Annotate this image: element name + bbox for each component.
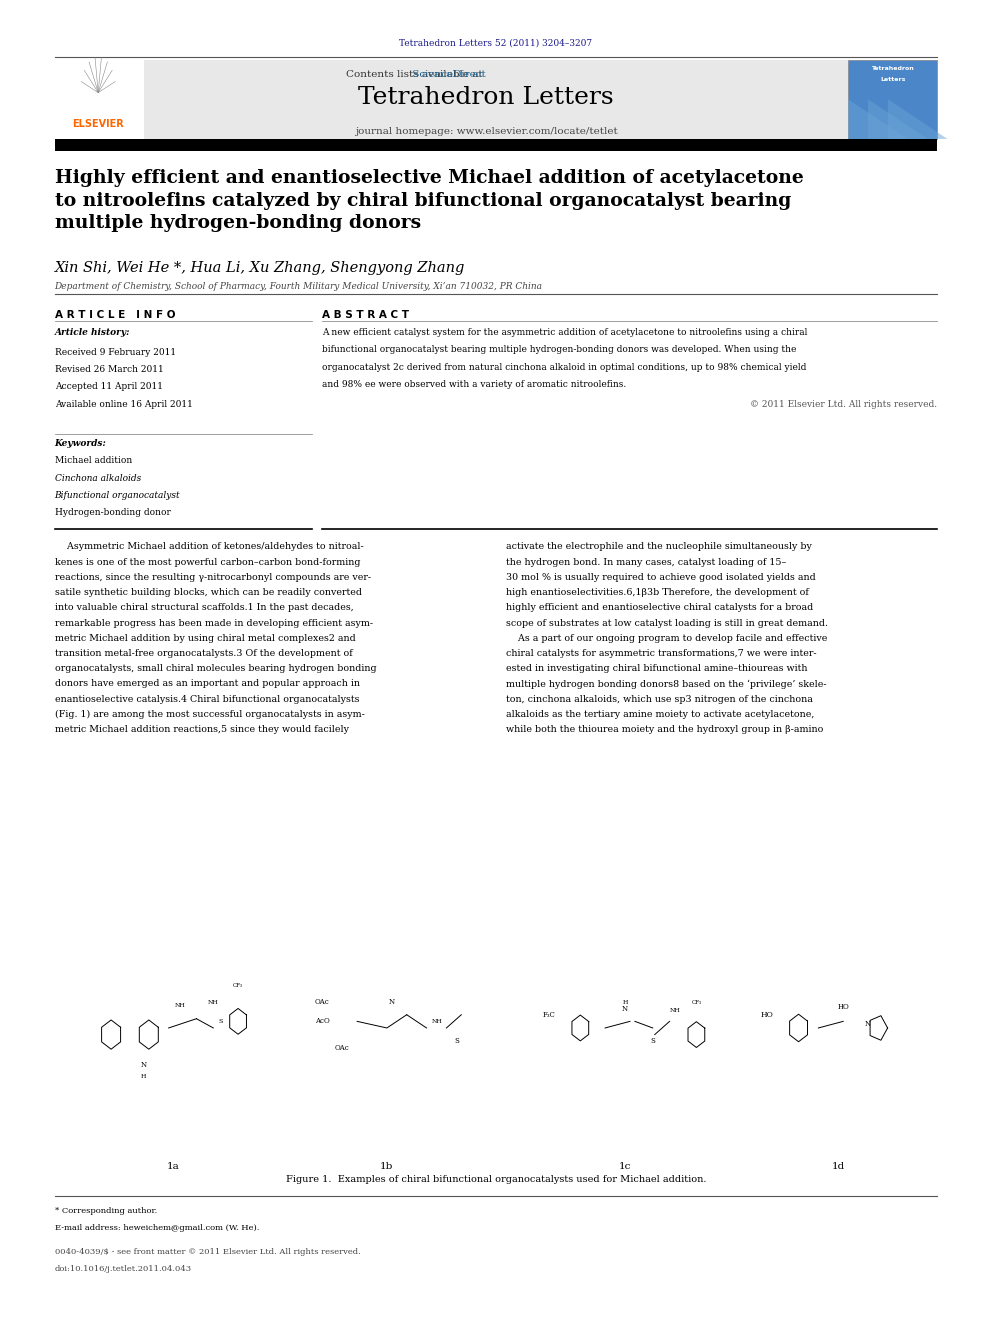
Text: activate the electrophile and the nucleophile simultaneously by: activate the electrophile and the nucleo…	[506, 542, 811, 552]
Text: kenes is one of the most powerful carbon–carbon bond-forming: kenes is one of the most powerful carbon…	[55, 558, 360, 566]
Text: OAc: OAc	[335, 1044, 349, 1052]
Text: Contents lists available at: Contents lists available at	[346, 70, 486, 79]
Text: Hydrogen-bonding donor: Hydrogen-bonding donor	[55, 508, 171, 517]
Text: high enantioselectivities.6,1β3b Therefore, the development of: high enantioselectivities.6,1β3b Therefo…	[506, 587, 808, 597]
Text: N: N	[865, 1020, 871, 1028]
Text: HO: HO	[761, 1011, 774, 1019]
Text: Article history:: Article history:	[55, 328, 130, 337]
Text: As a part of our ongoing program to develop facile and effective: As a part of our ongoing program to deve…	[506, 634, 827, 643]
Bar	[55, 139, 937, 151]
Text: Available online 16 April 2011: Available online 16 April 2011	[55, 400, 192, 409]
Text: F₃C: F₃C	[543, 1011, 556, 1019]
Text: while both the thiourea moiety and the hydroxyl group in β-amino: while both the thiourea moiety and the h…	[506, 725, 823, 734]
Text: * Corresponding author.: * Corresponding author.	[55, 1207, 157, 1215]
Text: CF₃: CF₃	[691, 1000, 701, 1005]
Text: OAc: OAc	[315, 998, 329, 1005]
Text: N: N	[141, 1061, 147, 1069]
Text: S: S	[651, 1037, 655, 1045]
Text: NH: NH	[176, 1003, 186, 1008]
Text: A R T I C L E   I N F O: A R T I C L E I N F O	[55, 310, 175, 320]
Text: organocatalyst 2c derived from natural cinchona alkaloid in optimal conditions, : organocatalyst 2c derived from natural c…	[322, 363, 806, 372]
Text: CF₃: CF₃	[233, 983, 243, 988]
Text: S: S	[454, 1037, 458, 1045]
Text: transition metal-free organocatalysts.3 Of the development of: transition metal-free organocatalysts.3 …	[55, 648, 352, 658]
Text: metric Michael addition by using chiral metal complexes2 and: metric Michael addition by using chiral …	[55, 634, 355, 643]
Text: enantioselective catalysis.4 Chiral bifunctional organocatalysts: enantioselective catalysis.4 Chiral bifu…	[55, 695, 359, 704]
Text: NH: NH	[432, 1019, 442, 1024]
Text: A B S T R A C T: A B S T R A C T	[322, 310, 410, 320]
Text: 30 mol % is usually required to achieve good isolated yields and: 30 mol % is usually required to achieve …	[506, 573, 815, 582]
Text: journal homepage: www.elsevier.com/locate/tetlet: journal homepage: www.elsevier.com/locat…	[355, 127, 617, 136]
Text: 1c: 1c	[619, 1162, 631, 1171]
Text: reactions, since the resulting γ-nitrocarbonyl compounds are ver-: reactions, since the resulting γ-nitroca…	[55, 573, 371, 582]
Text: Highly efficient and enantioselective Michael addition of acetylacetone
to nitro: Highly efficient and enantioselective Mi…	[55, 169, 804, 232]
FancyBboxPatch shape	[848, 60, 937, 139]
Text: E-mail address: heweichem@gmail.com (W. He).: E-mail address: heweichem@gmail.com (W. …	[55, 1224, 259, 1232]
Text: Tetrahedron Letters: Tetrahedron Letters	[358, 86, 614, 108]
Text: into valuable chiral structural scaffolds.1 In the past decades,: into valuable chiral structural scaffold…	[55, 603, 353, 613]
Text: Received 9 February 2011: Received 9 February 2011	[55, 348, 176, 357]
Polygon shape	[888, 99, 947, 139]
Text: H: H	[141, 1074, 147, 1080]
Text: N: N	[622, 1005, 628, 1013]
Text: Cinchona alkaloids: Cinchona alkaloids	[55, 474, 141, 483]
Text: 1b: 1b	[380, 1162, 394, 1171]
Text: Keywords:: Keywords:	[55, 439, 106, 448]
Text: Department of Chemistry, School of Pharmacy, Fourth Military Medical University,: Department of Chemistry, School of Pharm…	[55, 282, 543, 291]
Text: Asymmetric Michael addition of ketones/aldehydes to nitroal-: Asymmetric Michael addition of ketones/a…	[55, 542, 363, 552]
Text: metric Michael addition reactions,5 since they would facilely: metric Michael addition reactions,5 sinc…	[55, 725, 348, 734]
Text: multiple hydrogen bonding donors8 based on the ‘privilege’ skele-: multiple hydrogen bonding donors8 based …	[506, 679, 826, 689]
Text: bifunctional organocatalyst bearing multiple hydrogen-bonding donors was develop: bifunctional organocatalyst bearing mult…	[322, 345, 797, 355]
Text: highly efficient and enantioselective chiral catalysts for a broad: highly efficient and enantioselective ch…	[506, 603, 813, 613]
Text: remarkable progress has been made in developing efficient asym-: remarkable progress has been made in dev…	[55, 618, 373, 627]
Text: Tetrahedron: Tetrahedron	[871, 66, 915, 71]
Text: A new efficient catalyst system for the asymmetric addition of acetylacetone to : A new efficient catalyst system for the …	[322, 328, 807, 337]
Text: 1d: 1d	[831, 1162, 845, 1171]
FancyBboxPatch shape	[55, 60, 144, 139]
Text: doi:10.1016/j.tetlet.2011.04.043: doi:10.1016/j.tetlet.2011.04.043	[55, 1265, 191, 1273]
Text: satile synthetic building blocks, which can be readily converted: satile synthetic building blocks, which …	[55, 587, 361, 597]
Text: scope of substrates at low catalyst loading is still in great demand.: scope of substrates at low catalyst load…	[506, 618, 828, 627]
Text: chiral catalysts for asymmetric transformations,7 we were inter-: chiral catalysts for asymmetric transfor…	[506, 648, 816, 658]
Text: ton, cinchona alkaloids, which use sp3 nitrogen of the cinchona: ton, cinchona alkaloids, which use sp3 n…	[506, 695, 812, 704]
Text: Letters: Letters	[880, 77, 906, 82]
Text: ELSEVIER: ELSEVIER	[72, 119, 124, 130]
Text: Revised 26 March 2011: Revised 26 March 2011	[55, 365, 164, 374]
Text: Accepted 11 April 2011: Accepted 11 April 2011	[55, 382, 163, 392]
Text: and 98% ee were observed with a variety of aromatic nitroolefins.: and 98% ee were observed with a variety …	[322, 380, 627, 389]
Text: N: N	[389, 998, 395, 1005]
Text: Bifunctional organocatalyst: Bifunctional organocatalyst	[55, 491, 181, 500]
Text: ScienceDirect: ScienceDirect	[318, 70, 486, 79]
Text: NH: NH	[208, 1000, 218, 1005]
Polygon shape	[868, 99, 928, 139]
Text: ested in investigating chiral bifunctional amine–thioureas with: ested in investigating chiral bifunction…	[506, 664, 807, 673]
Text: S: S	[218, 1019, 222, 1024]
Polygon shape	[848, 99, 908, 139]
FancyBboxPatch shape	[55, 60, 937, 139]
Text: Michael addition: Michael addition	[55, 456, 132, 466]
Text: Xin Shi, Wei He *, Hua Li, Xu Zhang, Shengyong Zhang: Xin Shi, Wei He *, Hua Li, Xu Zhang, She…	[55, 261, 465, 275]
Text: Figure 1.  Examples of chiral bifunctional organocatalysts used for Michael addi: Figure 1. Examples of chiral bifunctiona…	[286, 1175, 706, 1184]
Text: © 2011 Elsevier Ltd. All rights reserved.: © 2011 Elsevier Ltd. All rights reserved…	[750, 400, 937, 409]
Text: AcO: AcO	[315, 1017, 329, 1025]
Text: H: H	[622, 1000, 628, 1005]
Text: Tetrahedron Letters 52 (2011) 3204–3207: Tetrahedron Letters 52 (2011) 3204–3207	[400, 38, 592, 48]
Text: donors have emerged as an important and popular approach in: donors have emerged as an important and …	[55, 679, 359, 688]
Text: 1a: 1a	[168, 1162, 180, 1171]
Text: alkaloids as the tertiary amine moiety to activate acetylacetone,: alkaloids as the tertiary amine moiety t…	[506, 709, 814, 718]
Text: HO: HO	[837, 1003, 849, 1011]
Text: (Fig. 1) are among the most successful organocatalysts in asym-: (Fig. 1) are among the most successful o…	[55, 709, 364, 718]
Text: the hydrogen bond. In many cases, catalyst loading of 15–: the hydrogen bond. In many cases, cataly…	[506, 558, 787, 566]
Text: 0040-4039/$ - see front matter © 2011 Elsevier Ltd. All rights reserved.: 0040-4039/$ - see front matter © 2011 El…	[55, 1248, 360, 1256]
Text: NH: NH	[670, 1008, 681, 1013]
Text: organocatalysts, small chiral molecules bearing hydrogen bonding: organocatalysts, small chiral molecules …	[55, 664, 376, 673]
